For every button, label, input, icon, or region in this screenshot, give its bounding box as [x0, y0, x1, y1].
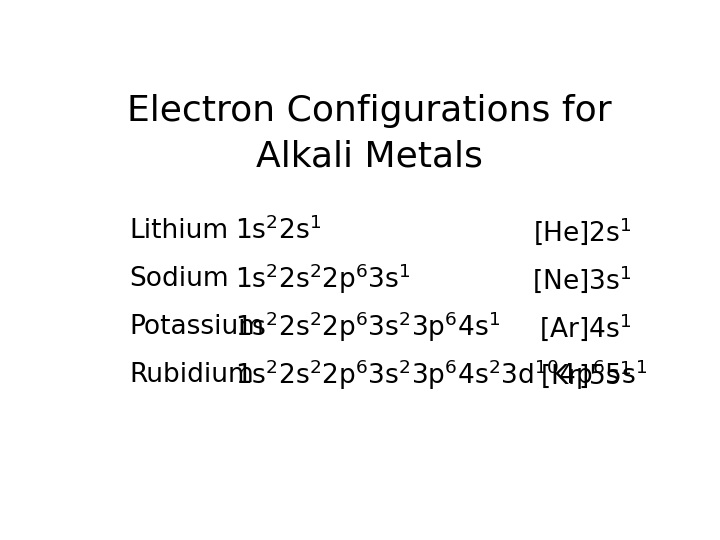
- Text: $\mathrm{1s^{2}2s^{1}}$: $\mathrm{1s^{2}2s^{1}}$: [235, 217, 321, 245]
- Text: Electron Configurations for: Electron Configurations for: [127, 93, 611, 127]
- Text: Potassium: Potassium: [129, 314, 264, 340]
- Text: Rubidium: Rubidium: [129, 362, 254, 388]
- Text: $\mathrm{[Kr]5s^{1}}$: $\mathrm{[Kr]5s^{1}}$: [540, 359, 631, 390]
- Text: $\mathrm{[Ar]4s^{1}}$: $\mathrm{[Ar]4s^{1}}$: [539, 311, 631, 342]
- Text: $\mathrm{1s^{2}2s^{2}2p^{6}3s^{2}3p^{6}4s^{1}}$: $\mathrm{1s^{2}2s^{2}2p^{6}3s^{2}3p^{6}4…: [235, 309, 500, 344]
- Text: $\mathrm{[He]2s^{1}}$: $\mathrm{[He]2s^{1}}$: [533, 215, 631, 247]
- Text: Lithium: Lithium: [129, 218, 228, 244]
- Text: $\mathrm{1s^{2}2s^{2}2p^{6}3s^{2}3p^{6}4s^{2}3d^{10}4p^{6}5s^{1}}$: $\mathrm{1s^{2}2s^{2}2p^{6}3s^{2}3p^{6}4…: [235, 357, 648, 392]
- Text: Sodium: Sodium: [129, 266, 229, 292]
- Text: Alkali Metals: Alkali Metals: [256, 139, 482, 173]
- Text: $\mathrm{[Ne]3s^{1}}$: $\mathrm{[Ne]3s^{1}}$: [532, 263, 631, 295]
- Text: $\mathrm{1s^{2}2s^{2}2p^{6}3s^{1}}$: $\mathrm{1s^{2}2s^{2}2p^{6}3s^{1}}$: [235, 262, 410, 296]
